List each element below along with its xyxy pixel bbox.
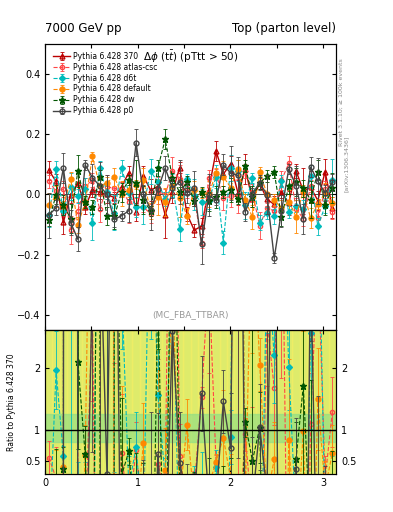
Bar xyxy=(314,330,321,474)
Bar xyxy=(213,330,220,474)
Legend: Pythia 6.428 370, Pythia 6.428 atlas-csc, Pythia 6.428 d6t, Pythia 6.428 default: Pythia 6.428 370, Pythia 6.428 atlas-csc… xyxy=(52,50,159,117)
Bar xyxy=(82,330,89,474)
Bar xyxy=(307,330,314,474)
Bar xyxy=(74,330,82,474)
Bar xyxy=(271,330,278,474)
Bar xyxy=(300,330,307,474)
Text: Top (parton level): Top (parton level) xyxy=(232,22,336,35)
Bar xyxy=(140,330,147,474)
Bar xyxy=(263,330,271,474)
Bar xyxy=(242,330,249,474)
Bar xyxy=(45,414,336,442)
Bar xyxy=(118,330,125,474)
Bar xyxy=(132,330,140,474)
Text: 7000 GeV pp: 7000 GeV pp xyxy=(45,22,122,35)
Bar xyxy=(111,330,118,474)
Bar xyxy=(60,330,67,474)
Bar xyxy=(176,330,184,474)
Bar xyxy=(227,330,234,474)
Bar xyxy=(89,330,96,474)
Bar xyxy=(256,330,263,474)
Bar xyxy=(96,330,103,474)
Bar xyxy=(191,330,198,474)
Bar xyxy=(292,330,300,474)
Bar xyxy=(278,330,285,474)
Bar xyxy=(198,330,205,474)
Bar xyxy=(205,330,213,474)
Bar xyxy=(103,330,111,474)
Bar xyxy=(220,330,227,474)
Bar xyxy=(67,330,74,474)
Bar xyxy=(125,330,132,474)
Bar xyxy=(184,330,191,474)
Bar xyxy=(285,330,292,474)
Text: Rivet 3.1.10; ≥ 100k events: Rivet 3.1.10; ≥ 100k events xyxy=(339,58,344,146)
Bar xyxy=(147,330,154,474)
Bar xyxy=(329,330,336,474)
Bar xyxy=(154,330,162,474)
Bar xyxy=(321,330,329,474)
Bar xyxy=(53,330,60,474)
Bar xyxy=(162,330,169,474)
Y-axis label: Ratio to Pythia 6.428 370: Ratio to Pythia 6.428 370 xyxy=(7,353,16,451)
Bar xyxy=(234,330,242,474)
Bar xyxy=(249,330,256,474)
Text: $\Delta\phi$ (t$\bar{t}$) (pTtt > 50): $\Delta\phi$ (t$\bar{t}$) (pTtt > 50) xyxy=(143,49,238,66)
Text: [arXiv:1306.3436]: [arXiv:1306.3436] xyxy=(344,136,349,192)
Bar xyxy=(45,330,53,474)
Text: (MC_FBA_TTBAR): (MC_FBA_TTBAR) xyxy=(152,310,229,319)
Bar xyxy=(169,330,176,474)
